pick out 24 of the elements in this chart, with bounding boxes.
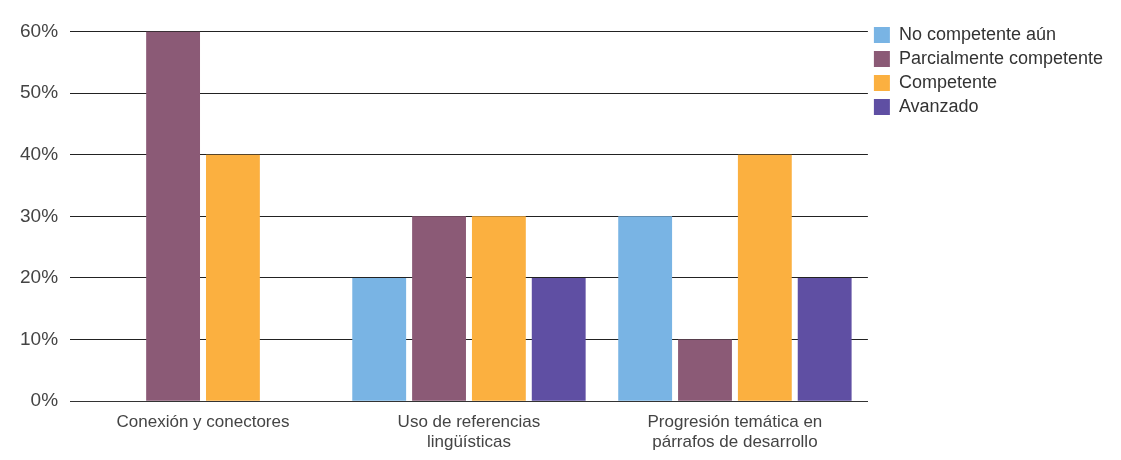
bar bbox=[618, 216, 673, 401]
bar bbox=[146, 31, 201, 401]
legend-label: Avanzado bbox=[898, 95, 979, 116]
bar bbox=[471, 216, 526, 401]
y-tick-label: 50% bbox=[20, 81, 59, 103]
bar bbox=[531, 277, 586, 401]
y-tick-label: 10% bbox=[20, 327, 59, 349]
legend-label: Parcialmente competente bbox=[898, 47, 1103, 68]
legend-label: No competente aún bbox=[898, 23, 1056, 44]
x-tick-label: Uso de referencias lingüísticas bbox=[397, 412, 541, 452]
y-tick-label: 30% bbox=[20, 204, 59, 226]
y-tick-label: 60% bbox=[20, 19, 59, 41]
y-tick-label: 40% bbox=[20, 142, 59, 164]
bar bbox=[797, 277, 852, 401]
x-tick-label: Progresión temática en párrafos de desarrollo bbox=[647, 412, 823, 452]
bar bbox=[352, 277, 407, 401]
y-tick-label: 0% bbox=[30, 389, 59, 411]
y-tick-label: 20% bbox=[20, 266, 59, 288]
x-tick-label: Conexión y conectores bbox=[116, 412, 290, 432]
bar bbox=[678, 339, 732, 401]
bar bbox=[206, 154, 260, 401]
bar bbox=[737, 154, 792, 401]
bar bbox=[412, 216, 466, 401]
legend-label: Competente bbox=[898, 71, 997, 92]
